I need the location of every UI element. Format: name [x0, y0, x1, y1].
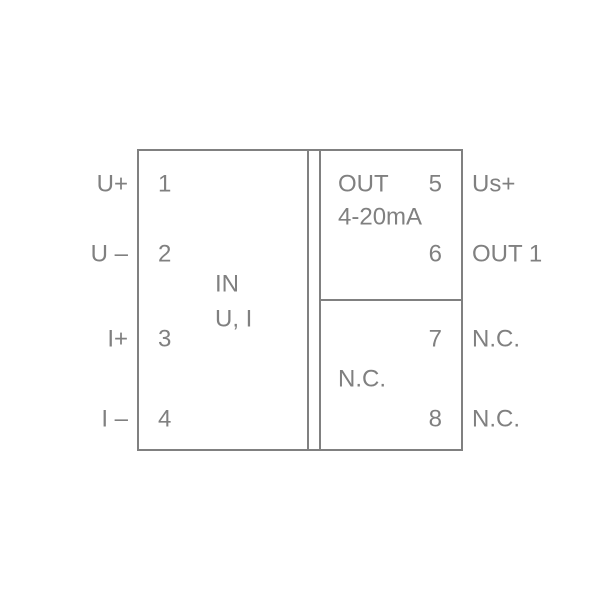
pin-num-left-3: 4	[158, 405, 171, 432]
pin-ext-right-0: Us+	[472, 170, 515, 197]
pin-ext-right-1: OUT 1	[472, 240, 542, 267]
block-out-1: OUT	[338, 170, 389, 197]
pin-ext-right-2: N.C.	[472, 325, 520, 352]
pin-ext-right-3: N.C.	[472, 405, 520, 432]
pin-ext-left-2: I+	[107, 325, 128, 352]
pin-num-right-2: 7	[429, 325, 442, 352]
block-in-2: U, I	[215, 305, 252, 332]
pin-ext-left-0: U+	[97, 170, 128, 197]
pin-num-left-2: 3	[158, 325, 171, 352]
block-nc: N.C.	[338, 365, 386, 392]
pin-num-right-0: 5	[429, 170, 442, 197]
pin-ext-left-1: U –	[91, 240, 129, 267]
block-in-1: IN	[215, 270, 239, 297]
block-out-2: 4-20mA	[338, 203, 422, 230]
pin-num-right-3: 8	[429, 405, 442, 432]
pin-num-right-1: 6	[429, 240, 442, 267]
pin-num-left-0: 1	[158, 170, 171, 197]
pin-num-left-1: 2	[158, 240, 171, 267]
pin-ext-left-3: I –	[101, 405, 128, 432]
